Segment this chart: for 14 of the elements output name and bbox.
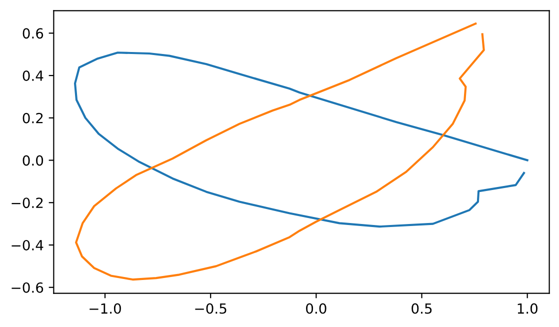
x-tick-label: −0.5 — [195, 303, 226, 314]
y-tick-label: 0.4 — [22, 70, 44, 81]
y-tick-label: 0.2 — [22, 112, 43, 124]
x-tick-label: −1.0 — [90, 303, 121, 314]
y-tick-label: 0.6 — [22, 28, 44, 39]
y-tick-label: −0.4 — [12, 240, 44, 250]
y-tick-label: −0.2 — [12, 198, 43, 208]
y-tick-label: −0.6 — [12, 282, 44, 293]
x-tick-label: 0.5 — [412, 303, 432, 314]
line-series — [75, 22, 485, 281]
x-tick-label: 1.0 — [518, 303, 538, 314]
y-tick-label: 0.0 — [22, 155, 44, 166]
x-tick-label: 0.0 — [306, 303, 326, 314]
line-series — [74, 52, 528, 228]
